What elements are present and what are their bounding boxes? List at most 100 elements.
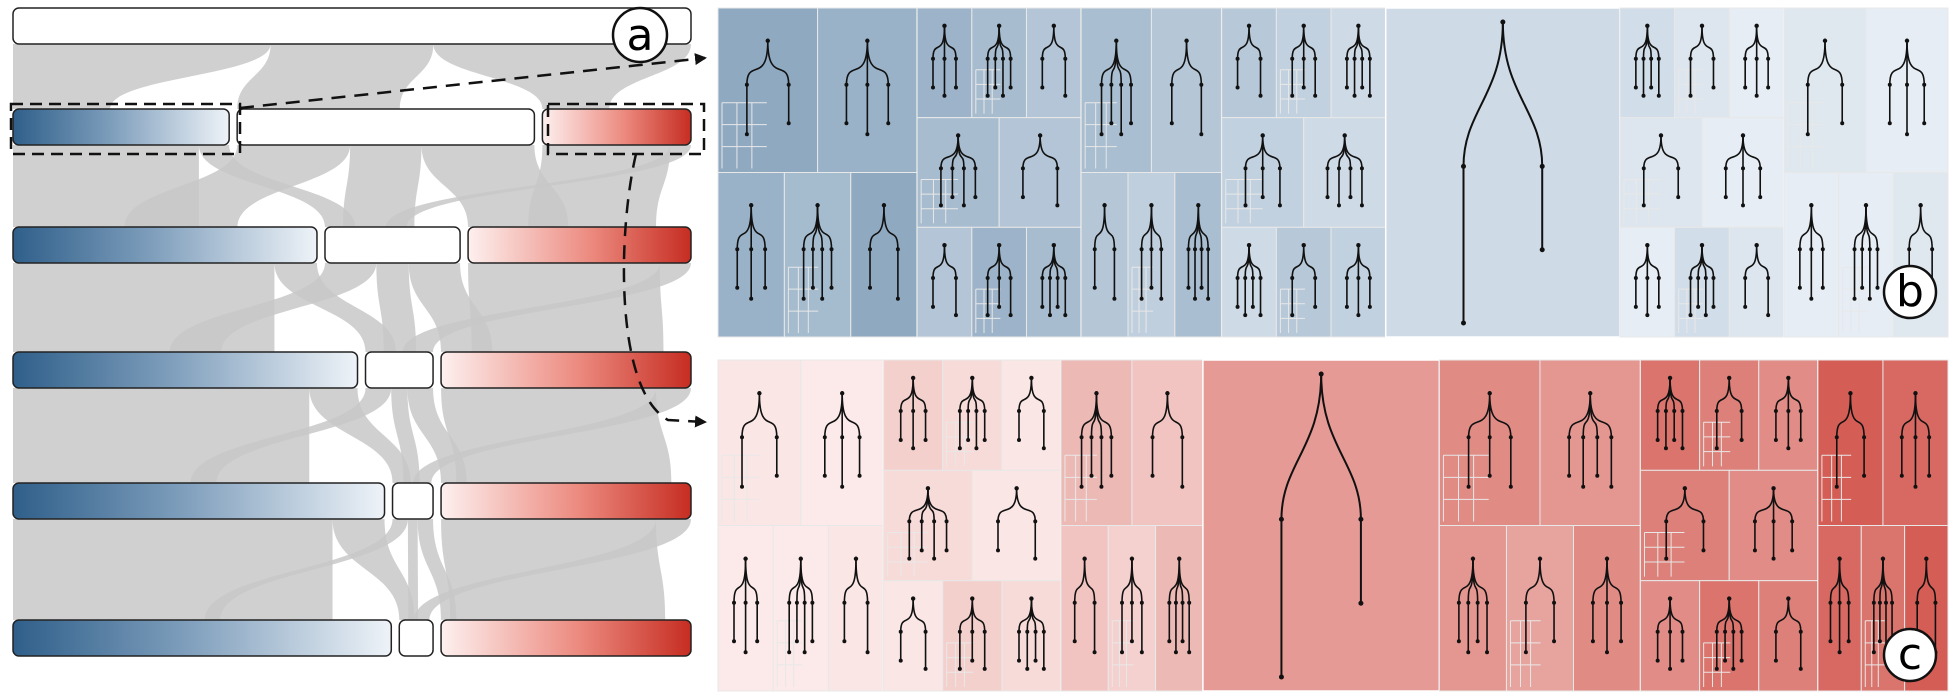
panel-c-tree-edge xyxy=(1015,488,1037,522)
panel-b-tree-leaf xyxy=(1020,195,1025,200)
panel-b-tree-node xyxy=(1743,56,1748,61)
panel-b-tree-leaf xyxy=(1313,93,1318,98)
panel-c-cell xyxy=(1505,525,1574,692)
panel-b-tree-node xyxy=(973,166,978,171)
panel-c-tree-node xyxy=(774,435,779,440)
panel-c-tree-node xyxy=(755,600,760,605)
panel-b-tree xyxy=(1633,242,1661,318)
panel-b-tree-node xyxy=(1199,247,1204,252)
panel-b-tree-leaf xyxy=(1348,195,1353,200)
panel-b-tree-leaf xyxy=(1112,296,1117,301)
level-5-white-bar xyxy=(391,482,434,520)
flow-4-white-to-white xyxy=(407,519,419,620)
panel-b-tree-leaf xyxy=(895,296,900,301)
panel-c-column-3 xyxy=(1060,359,1204,692)
panel-b-tree-edge xyxy=(1171,40,1188,85)
panel-b-tree-node xyxy=(1169,82,1174,87)
panel-b-big-tree-node xyxy=(1500,19,1506,25)
panel-c-tree-leaf xyxy=(1714,446,1719,451)
panel-b-tree-edge xyxy=(1357,245,1371,279)
panel-c-tree-leaf xyxy=(1668,666,1673,671)
panel-b-tree-leaf xyxy=(1109,121,1114,126)
panel-b-tree-leaf xyxy=(1641,93,1646,98)
panel-b-tree-root xyxy=(1246,23,1252,29)
panel-c-tree-leaf xyxy=(1466,650,1471,655)
panel-c-tree-leaf xyxy=(1475,639,1480,644)
panel-b-tree-node xyxy=(1260,166,1265,171)
panel-b-tree-node xyxy=(1360,56,1365,61)
panel-c-tree-node xyxy=(1072,600,1077,605)
panel-c-tree-node xyxy=(1487,435,1492,440)
panel-b-tree-node xyxy=(1367,276,1372,281)
panel-b-tree-leaf xyxy=(735,285,740,290)
panel-c-tree-leaf xyxy=(1092,650,1097,655)
panel-b-tree-node xyxy=(1641,56,1646,61)
panel-b-tree-leaf xyxy=(1301,85,1306,90)
panel-b-tree xyxy=(1099,38,1134,137)
panel-c-tree-leaf xyxy=(1927,473,1932,478)
panel-b-column-3 xyxy=(1080,7,1223,338)
panel-b-tree-leaf xyxy=(801,296,806,301)
panel-b-tree-leaf xyxy=(1063,93,1068,98)
panel-c-tree-leaf xyxy=(774,473,779,478)
panel-c-tree-leaf xyxy=(1680,658,1685,663)
panel-b-tree-leaf xyxy=(1840,121,1845,126)
panel-c-tree-leaf xyxy=(1033,556,1038,561)
panel-c-tree xyxy=(1466,391,1513,489)
panel-b-column-2 xyxy=(916,7,1082,338)
sankey-bars xyxy=(12,7,692,657)
panel-b-tree xyxy=(1092,203,1117,301)
panel-b-tree-node xyxy=(1313,276,1318,281)
blue-selection-box xyxy=(9,102,242,156)
panel-c-tree-leaf xyxy=(1523,650,1528,655)
panel-c-tree-leaf xyxy=(1786,446,1791,451)
panel-b-tree-node xyxy=(1301,56,1306,61)
panel-c-tree-leaf xyxy=(1016,437,1021,442)
panel-b-tree-edge xyxy=(869,205,885,250)
panel-c-tree-leaf xyxy=(1739,658,1744,663)
panel-b-tree-node xyxy=(1696,276,1701,281)
panel-c-tree-edge xyxy=(1539,558,1555,603)
panel-b-tree-node xyxy=(1235,276,1240,281)
panel-b-tree-edge xyxy=(1806,40,1826,85)
panel-b-tree xyxy=(930,23,958,98)
panel-b-tree-leaf xyxy=(1055,203,1060,208)
panel-b-tree-leaf xyxy=(786,121,791,126)
panel-c-tree-leaf xyxy=(1899,473,1904,478)
panel-c-tree-leaf xyxy=(1033,658,1038,663)
panel-c-tree-node xyxy=(982,409,987,414)
level-3-white-bar xyxy=(324,226,461,264)
panel-c-tree-node xyxy=(1099,435,1104,440)
panel-c-tree-leaf xyxy=(1180,484,1185,489)
panel-b-tree-leaf xyxy=(993,85,998,90)
flow-0-white-to-blue xyxy=(13,44,271,109)
red-treemap-panel xyxy=(717,359,1949,692)
panel-b-tree-node xyxy=(938,166,943,171)
panel-b-tree-node xyxy=(865,82,870,87)
panel-c-tree-edge xyxy=(799,558,814,603)
panel-c-tree-leaf xyxy=(822,473,827,478)
level-3-red-bar xyxy=(467,226,692,264)
panel-b-tree-node xyxy=(950,166,955,171)
panel-b-tree-node xyxy=(844,82,849,87)
panel-b-tree-leaf xyxy=(1741,203,1745,208)
panel-c-tree-node xyxy=(1731,629,1736,634)
panel-b-tree xyxy=(1633,23,1661,98)
panel-c-cell xyxy=(827,525,885,692)
panel-b-tree-node xyxy=(1159,247,1164,252)
panel-c-tree-node xyxy=(1933,600,1938,605)
panel-c-tree xyxy=(822,391,862,489)
panel-c-tree-node xyxy=(1723,629,1728,634)
panel-b-tree-node xyxy=(1633,276,1638,281)
panel-b-tree-node xyxy=(749,247,754,252)
flow-3-white-to-white xyxy=(391,388,420,483)
panel-b-tree-edge xyxy=(1197,205,1209,250)
panel-c-tree-edge xyxy=(855,558,869,603)
panel-b-tree-node xyxy=(1290,56,1295,61)
panel-c-tree-edge xyxy=(1728,377,1743,412)
panel-b-tree-leaf xyxy=(1852,296,1857,301)
panel-b-tree-leaf xyxy=(1656,93,1661,98)
panel-c-tree-edge xyxy=(1669,598,1684,632)
panel-c-tree-leaf xyxy=(996,548,1001,553)
panel-c-tree-node xyxy=(1167,600,1172,605)
